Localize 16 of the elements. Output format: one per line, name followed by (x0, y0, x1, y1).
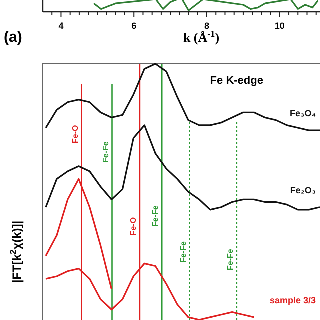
annotation: Fe-O (128, 217, 138, 236)
x-tick-label: 8 (204, 21, 210, 31)
annotation: Fe-O (70, 125, 80, 144)
text: sample 3/3 (270, 295, 316, 306)
series-label: Fe₃O₄ (290, 108, 316, 119)
series-label: Fe₂O₃ (290, 185, 316, 196)
annotation: Fe-Fe (178, 240, 188, 263)
x-tick-label: 4 (58, 21, 64, 31)
annotation: Fe-Fe (226, 248, 235, 271)
annotation: Fe-Fe (101, 141, 110, 163)
text: Fe K-edge (210, 75, 264, 87)
x-tick-label: 6 (132, 21, 137, 31)
x-tick-label: 10 (274, 21, 285, 31)
x-axis-title: k (Å$^{-1}$) (183, 29, 220, 45)
annotation: Fe-Fe (151, 205, 160, 227)
text: (a) (4, 29, 22, 46)
